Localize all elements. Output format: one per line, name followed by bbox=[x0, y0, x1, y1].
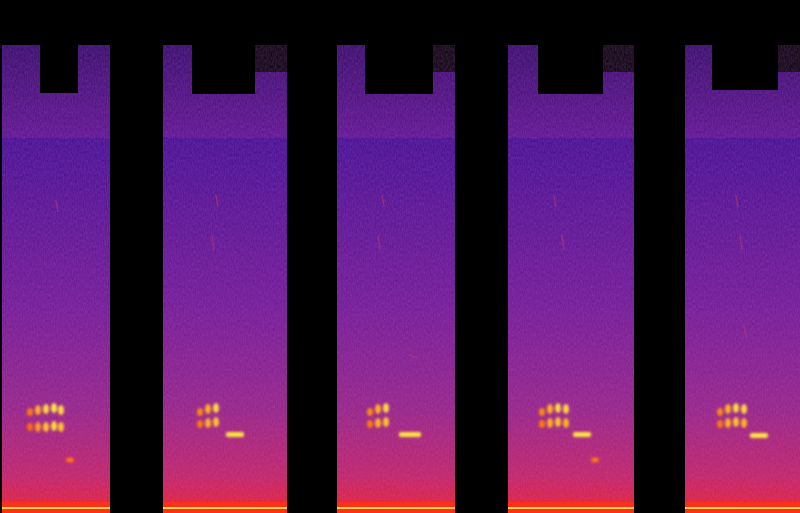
black-gap bbox=[365, 45, 433, 94]
black-gap bbox=[538, 45, 603, 94]
segment-texture bbox=[2, 138, 110, 513]
black-gap bbox=[192, 45, 255, 94]
spectrogram-segment-2 bbox=[163, 45, 287, 513]
bird-call-cluster bbox=[27, 403, 74, 463]
segment-texture bbox=[163, 138, 287, 513]
bird-call-cluster bbox=[717, 403, 768, 438]
bird-call-cluster bbox=[367, 403, 421, 437]
black-gap bbox=[40, 45, 78, 93]
bird-call-cluster bbox=[197, 403, 244, 437]
bird-call-cluster bbox=[539, 403, 599, 463]
spectrogram-segment-5 bbox=[685, 45, 800, 513]
segment-texture bbox=[337, 138, 455, 513]
faint-harmonics bbox=[55, 194, 747, 359]
spectrogram-segment-3 bbox=[337, 45, 455, 513]
black-gap bbox=[712, 45, 778, 90]
spectrogram-segment-1 bbox=[2, 45, 110, 513]
segment-texture bbox=[685, 138, 800, 513]
spectrogram-segment-4 bbox=[508, 45, 634, 513]
segment-texture bbox=[508, 138, 634, 513]
